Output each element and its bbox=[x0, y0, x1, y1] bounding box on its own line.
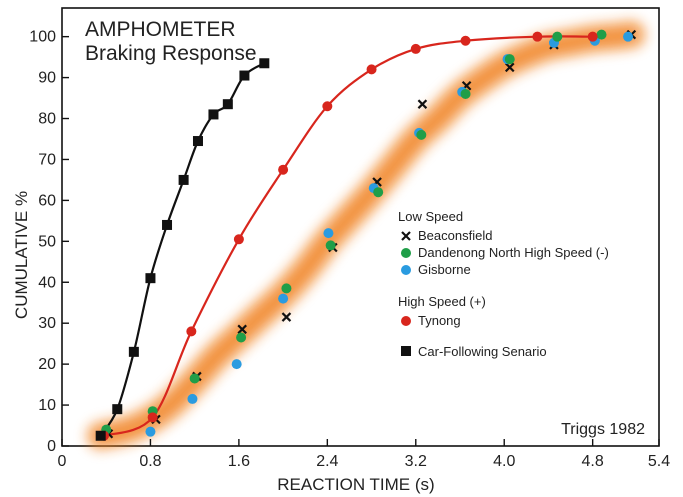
data-markers bbox=[95, 29, 637, 441]
point-car-following-senario bbox=[128, 346, 139, 357]
x-tick-label: 2.4 bbox=[316, 453, 338, 470]
point-gisborne bbox=[231, 359, 242, 370]
x-tick-label: 4.0 bbox=[493, 453, 515, 470]
legend-marker-car-following bbox=[401, 346, 411, 356]
point-car-following-senario bbox=[95, 430, 106, 441]
point-car-following-senario bbox=[208, 109, 219, 120]
point-dandenong-north-high-speed bbox=[416, 129, 427, 140]
point-dandenong-north-high-speed bbox=[373, 187, 384, 198]
y-axis-title: CUMULATIVE % bbox=[12, 191, 31, 319]
y-tick-label: 10 bbox=[38, 397, 56, 414]
point-dandenong-north-high-speed bbox=[460, 88, 471, 99]
y-tick-label: 20 bbox=[38, 356, 56, 373]
point-beaconsfield bbox=[281, 312, 292, 322]
x-tick-label: 4.8 bbox=[582, 453, 604, 470]
point-tynong bbox=[278, 164, 289, 175]
point-tynong bbox=[186, 326, 197, 337]
point-dandenong-north-high-speed bbox=[325, 240, 336, 251]
point-tynong bbox=[233, 234, 244, 245]
point-beaconsfield bbox=[237, 324, 247, 335]
point-car-following-senario bbox=[239, 70, 250, 81]
y-tick-label: 30 bbox=[38, 315, 56, 332]
point-tynong bbox=[460, 35, 471, 46]
y-tick-label: 60 bbox=[38, 192, 56, 209]
point-beaconsfield bbox=[504, 62, 515, 73]
x-tick-label: 5.4 bbox=[648, 453, 670, 470]
point-car-following-senario bbox=[145, 273, 156, 284]
point-car-following-senario bbox=[192, 136, 203, 147]
x-tick-label: 0.8 bbox=[139, 453, 161, 470]
point-dandenong-north-high-speed bbox=[596, 29, 607, 40]
legend-label-beaconsfield: Beaconsfield bbox=[418, 228, 492, 243]
point-tynong bbox=[366, 64, 377, 75]
x-axis-title: REACTION TIME (s) bbox=[277, 475, 434, 494]
y-tick-label: 70 bbox=[38, 151, 56, 168]
point-dandenong-north-high-speed bbox=[189, 373, 200, 384]
point-tynong bbox=[532, 31, 543, 42]
point-gisborne bbox=[623, 31, 634, 42]
chart-subtitle: Braking Response bbox=[85, 42, 257, 65]
x-tick-label: 0 bbox=[58, 453, 67, 470]
point-tynong bbox=[147, 412, 158, 423]
point-dandenong-north-high-speed bbox=[552, 31, 563, 42]
point-tynong bbox=[587, 31, 598, 42]
legend-marker-beaconsfield bbox=[401, 231, 411, 241]
point-car-following-senario bbox=[112, 404, 123, 415]
point-car-following-senario bbox=[162, 219, 173, 230]
legend-marker-dandenong bbox=[401, 248, 411, 258]
y-tick-label: 40 bbox=[38, 274, 56, 291]
plot-frame bbox=[61, 7, 660, 447]
point-gisborne bbox=[278, 293, 289, 304]
y-tick-label: 80 bbox=[38, 111, 56, 128]
x-tick-label: 1.6 bbox=[228, 453, 250, 470]
point-dandenong-north-high-speed bbox=[281, 283, 292, 294]
point-beaconsfield bbox=[417, 99, 428, 109]
y-tick-label: 100 bbox=[29, 29, 56, 46]
legend-label-tynong: Tynong bbox=[418, 313, 461, 328]
y-tick-label: 90 bbox=[38, 70, 56, 87]
x-tick-label: 3.2 bbox=[405, 453, 427, 470]
legend-label-dandenong: Dandenong North High Speed (-) bbox=[418, 245, 609, 260]
point-tynong bbox=[322, 101, 333, 112]
point-dandenong-north-high-speed bbox=[504, 54, 515, 65]
point-gisborne bbox=[187, 393, 198, 404]
legend-marker-gisborne bbox=[401, 265, 411, 275]
credit-label: Triggs 1982 bbox=[561, 421, 645, 438]
point-gisborne bbox=[323, 228, 334, 239]
point-car-following-senario bbox=[178, 174, 189, 185]
point-tynong bbox=[410, 43, 421, 54]
y-tick-label: 50 bbox=[38, 233, 56, 250]
legend-marker-tynong bbox=[401, 316, 411, 326]
legend-group-high-speed: High Speed (+) bbox=[398, 294, 486, 309]
chart-title: AMPHOMETER bbox=[85, 18, 236, 41]
point-dandenong-north-high-speed bbox=[236, 332, 247, 343]
y-tick-label: 0 bbox=[47, 438, 56, 455]
curve-tynong bbox=[103, 35, 593, 437]
legend-label-gisborne: Gisborne bbox=[418, 262, 471, 277]
axes: 0 10 20 30 40 50 60 70 80 90 100 0 0.8 1.6 2.4 3.2 4.0 4.… bbox=[29, 29, 670, 470]
legend: Low Speed Beaconsfield Dandenong North H… bbox=[398, 209, 609, 359]
point-car-following-senario bbox=[259, 58, 270, 69]
legend-group-low-speed: Low Speed bbox=[398, 209, 463, 224]
point-gisborne bbox=[145, 426, 156, 437]
legend-label-car-following: Car-Following Senario bbox=[418, 344, 547, 359]
point-car-following-senario bbox=[222, 99, 233, 110]
